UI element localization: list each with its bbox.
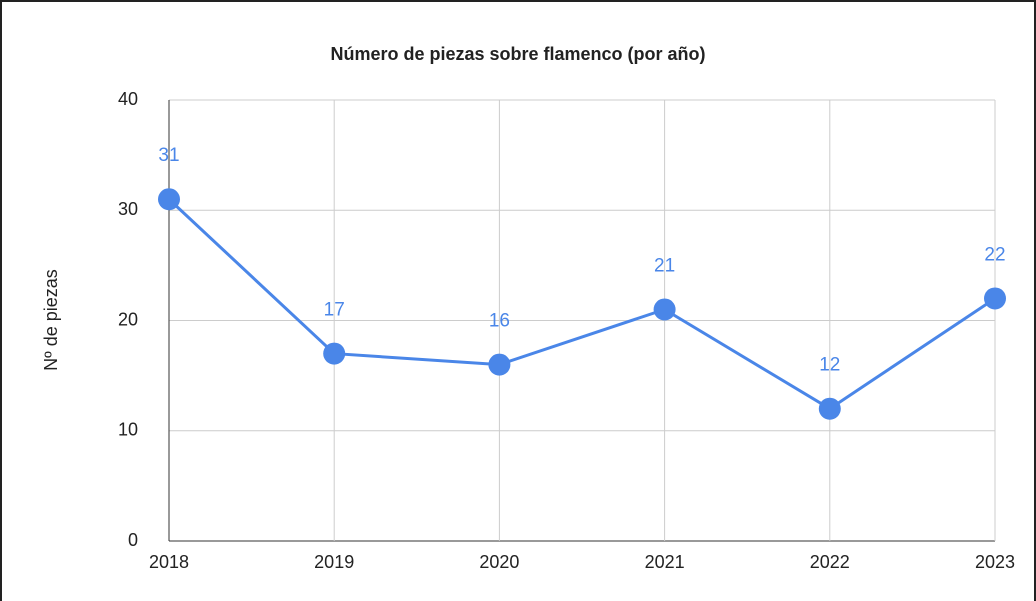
- point: [488, 353, 511, 376]
- x-tick-label: 2022: [810, 552, 850, 572]
- data-label: 17: [324, 300, 345, 321]
- y-tick-label: 0: [128, 530, 138, 550]
- data-label: 12: [819, 355, 840, 376]
- y-tick-label: 40: [118, 89, 138, 109]
- point: [653, 298, 676, 321]
- point: [158, 188, 180, 211]
- point: [323, 342, 346, 365]
- data-label: 22: [984, 244, 1005, 265]
- point: [984, 287, 1006, 310]
- y-tick-label: 10: [118, 420, 138, 440]
- chart-title: Número de piezas sobre flamenco (por año…: [330, 44, 705, 64]
- x-tick-label: 2023: [975, 552, 1015, 572]
- data-label: 21: [654, 255, 675, 276]
- y-axis-label: Nº de piezas: [41, 269, 61, 371]
- x-tick-label: 2018: [149, 552, 189, 572]
- data-label: 31: [158, 145, 179, 166]
- y-tick-label: 20: [118, 309, 138, 329]
- y-tick-label: 30: [118, 199, 138, 219]
- point: [818, 397, 841, 420]
- x-tick-label: 2019: [314, 552, 354, 572]
- data-label: 16: [489, 311, 510, 332]
- line: [167, 198, 996, 411]
- x-tick-label: 2021: [645, 552, 685, 572]
- x-tick-label: 2020: [479, 552, 519, 572]
